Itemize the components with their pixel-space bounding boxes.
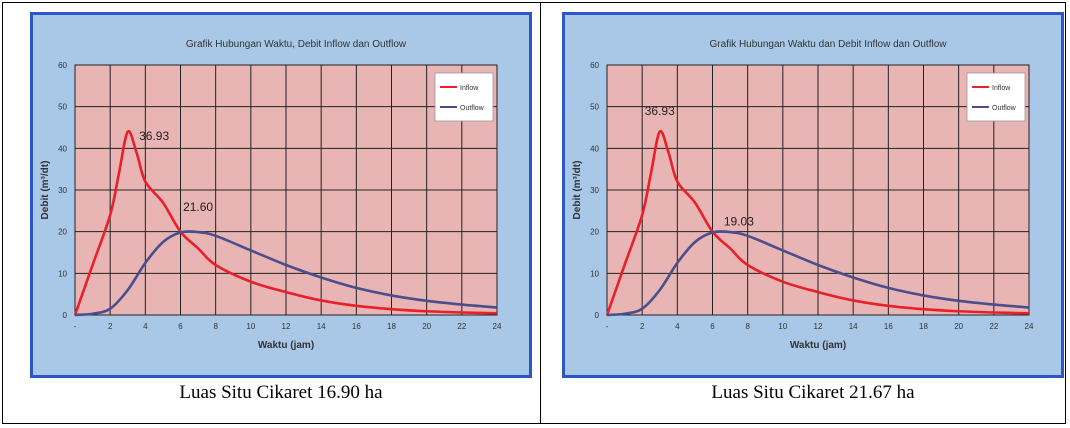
x-tick-label: 12 bbox=[814, 322, 823, 331]
legend-label-inflow: Inflow bbox=[460, 85, 479, 92]
y-tick-label: 10 bbox=[58, 269, 67, 278]
legend-label-outflow: Outflow bbox=[992, 105, 1017, 112]
legend-box bbox=[966, 72, 1026, 122]
x-tick-label: 24 bbox=[1025, 322, 1034, 331]
y-tick-label: 30 bbox=[58, 186, 67, 195]
data-annotation: 19.03 bbox=[724, 214, 754, 228]
chart-left: Grafik Hubungan Waktu, Debit Inflow dan … bbox=[40, 39, 502, 351]
x-tick-label: 2 bbox=[108, 322, 113, 331]
chart-right: Grafik Hubungan Waktu dan Debit Inflow d… bbox=[572, 39, 1034, 351]
caption-left: Luas Situ Cikaret 16.90 ha bbox=[179, 382, 383, 403]
x-tick-label: 14 bbox=[849, 322, 858, 331]
y-tick-label: 40 bbox=[58, 144, 67, 153]
x-tick-label: 20 bbox=[954, 322, 963, 331]
x-tick-label: 22 bbox=[457, 322, 466, 331]
x-tick-label: 24 bbox=[493, 322, 502, 331]
y-tick-label: 40 bbox=[590, 144, 599, 153]
x-tick-label: 14 bbox=[317, 322, 326, 331]
chart-title: Grafik Hubungan Waktu dan Debit Inflow d… bbox=[710, 39, 948, 50]
legend-label-outflow: Outflow bbox=[460, 105, 485, 112]
data-annotation: 36.93 bbox=[645, 104, 675, 118]
x-tick-label: 18 bbox=[387, 322, 396, 331]
x-tick-label: 18 bbox=[919, 322, 928, 331]
plot-border bbox=[74, 64, 498, 316]
y-tick-label: 30 bbox=[590, 186, 599, 195]
series-line-inflow bbox=[605, 129, 1030, 316]
plot-border bbox=[606, 64, 1030, 316]
x-tick-label: 6 bbox=[178, 322, 183, 331]
x-tick-label: 8 bbox=[745, 322, 750, 331]
y-tick-label: 0 bbox=[595, 311, 600, 320]
x-tick-label: 4 bbox=[675, 322, 680, 331]
data-annotation: 36.93 bbox=[139, 129, 169, 143]
series-line-inflow bbox=[73, 129, 498, 316]
x-axis-label: Waktu (jam) bbox=[790, 340, 846, 351]
x-tick-label: 2 bbox=[640, 322, 645, 331]
series-line-outflow bbox=[74, 230, 498, 317]
x-tick-label: 10 bbox=[246, 322, 255, 331]
x-tick-label: 16 bbox=[884, 322, 893, 331]
x-tick-label: 16 bbox=[352, 322, 361, 331]
x-tick-label: 12 bbox=[282, 322, 291, 331]
series-line-outflow bbox=[606, 230, 1030, 317]
y-tick-label: 0 bbox=[63, 311, 68, 320]
chart-title: Grafik Hubungan Waktu, Debit Inflow dan … bbox=[186, 39, 407, 50]
x-tick-label: - bbox=[606, 322, 609, 331]
y-axis-label: Debit (m³/dt) bbox=[40, 161, 51, 220]
y-tick-label: 10 bbox=[590, 269, 599, 278]
x-tick-label: 8 bbox=[213, 322, 218, 331]
chart-panel-left: Grafik Hubungan Waktu, Debit Inflow dan … bbox=[30, 12, 532, 378]
y-axis-label: Debit (m³/dt) bbox=[572, 161, 583, 220]
panel-divider bbox=[540, 3, 541, 423]
y-tick-label: 50 bbox=[58, 103, 67, 112]
y-tick-label: 60 bbox=[58, 61, 67, 70]
y-tick-label: 50 bbox=[590, 103, 599, 112]
x-tick-label: 22 bbox=[989, 322, 998, 331]
x-tick-label: - bbox=[74, 322, 77, 331]
x-tick-label: 10 bbox=[778, 322, 787, 331]
x-axis-label: Waktu (jam) bbox=[258, 340, 314, 351]
caption-right: Luas Situ Cikaret 21.67 ha bbox=[711, 382, 915, 403]
legend-box bbox=[434, 72, 494, 122]
x-tick-label: 6 bbox=[710, 322, 715, 331]
chart-panel-right: Grafik Hubungan Waktu dan Debit Inflow d… bbox=[562, 12, 1064, 378]
legend-label-inflow: Inflow bbox=[992, 85, 1011, 92]
data-annotation: 21.60 bbox=[183, 200, 213, 214]
x-tick-label: 4 bbox=[143, 322, 148, 331]
y-tick-label: 20 bbox=[58, 228, 67, 237]
y-tick-label: 20 bbox=[590, 228, 599, 237]
y-tick-label: 60 bbox=[590, 61, 599, 70]
x-tick-label: 20 bbox=[422, 322, 431, 331]
